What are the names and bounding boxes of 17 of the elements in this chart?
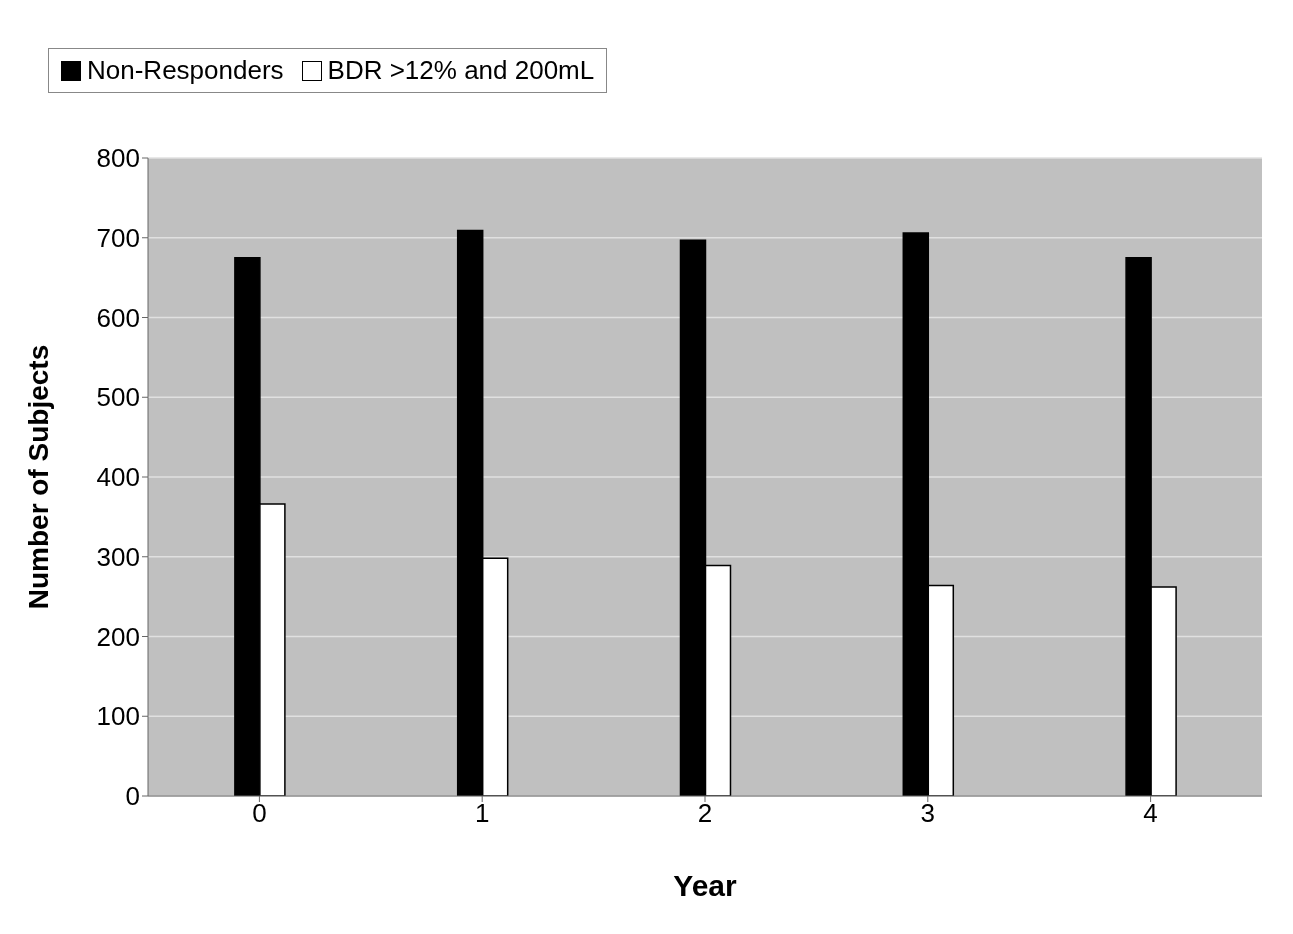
x-axis-title: Year [673, 869, 738, 902]
y-tick-label: 100 [96, 701, 140, 732]
x-tick-label: 2 [697, 798, 713, 829]
y-tick-label: 400 [96, 462, 140, 493]
y-tick-label: 500 [96, 382, 140, 413]
x-tick-label: 1 [474, 798, 490, 829]
y-tick-label: 600 [96, 302, 140, 333]
y-axis-title: Number of Subjects [22, 344, 54, 610]
y-tick-label: 200 [96, 621, 140, 652]
legend-label: BDR >12% and 200mL [327, 55, 595, 86]
y-tick-label: 800 [96, 143, 140, 174]
legend-label: Non-Responders [87, 55, 284, 86]
x-tick-label: 4 [1143, 798, 1158, 829]
x-tick-label: 0 [252, 798, 267, 829]
y-tick-label: 300 [96, 541, 140, 572]
y-tick-label: 700 [96, 222, 140, 253]
x-tick-label: 3 [920, 798, 936, 829]
